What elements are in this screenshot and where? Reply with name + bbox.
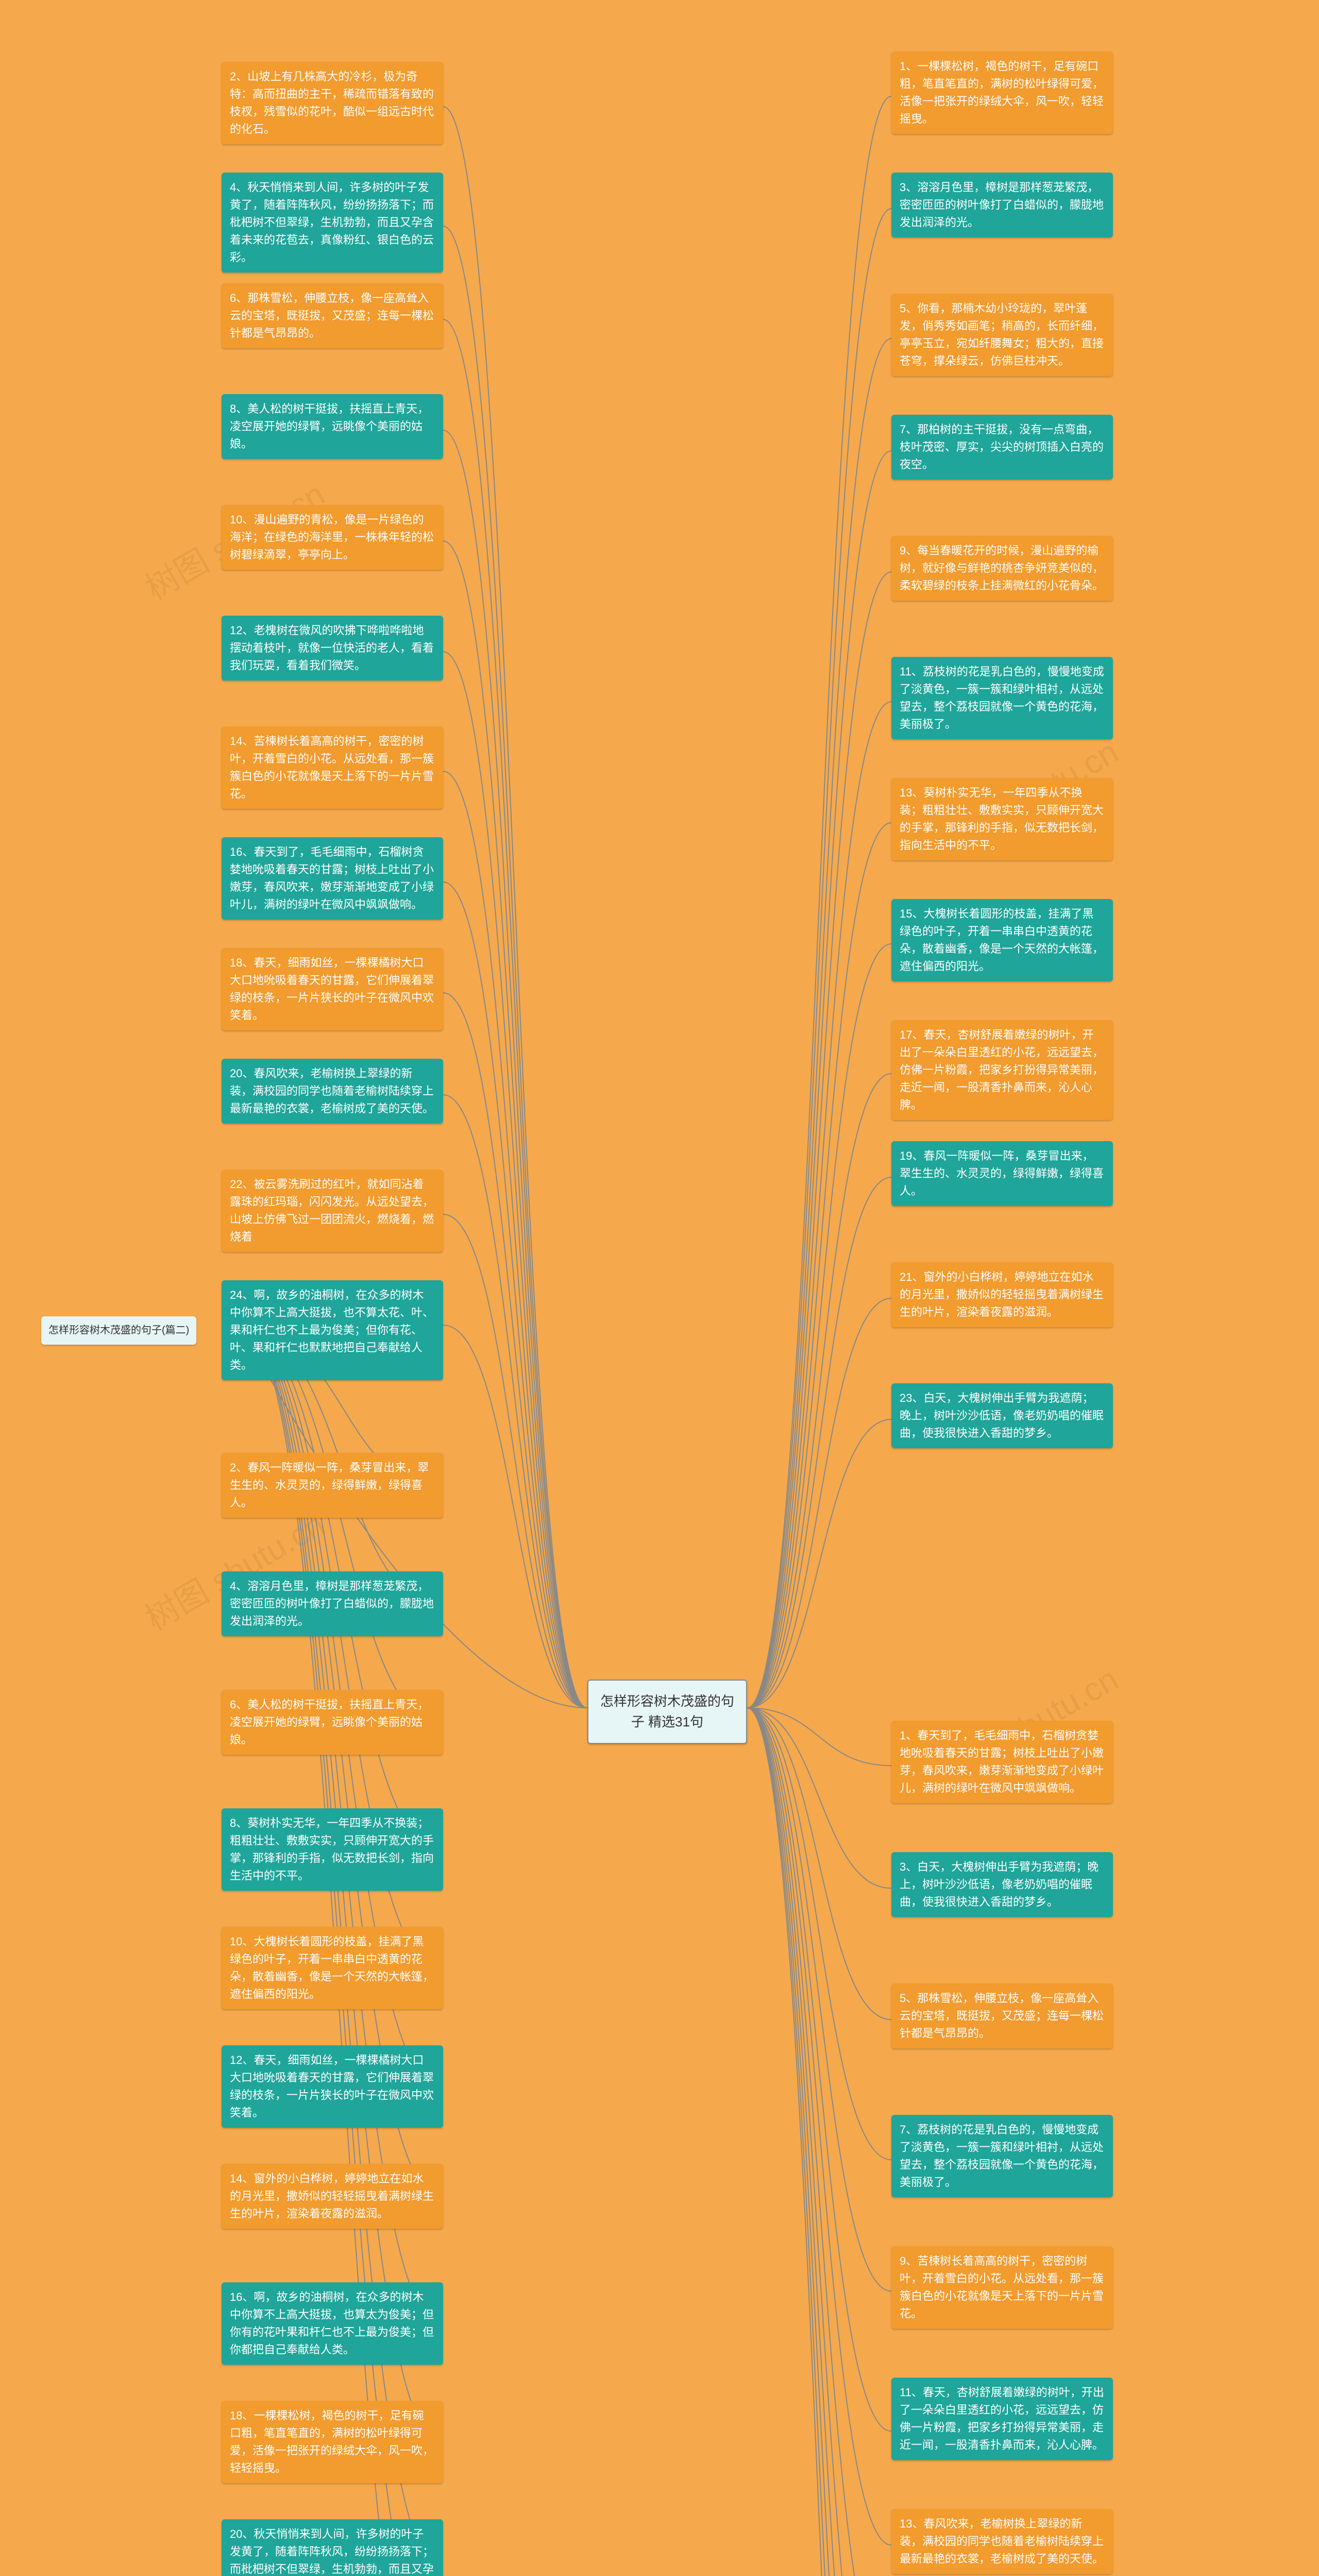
leaf-text: 14、窗外的小白桦树，婷婷地立在如水的月光里，撒娇似的轻轻摇曳着满树绿生生的叶片… xyxy=(230,2172,434,2220)
leaf-node: 14、苦楝树长着高高的树干，密密的树叶，开着雪白的小花。从远处看，那一簇簇白色的… xyxy=(222,726,443,809)
leaf-text: 16、春天到了，毛毛细雨中，石榴树贪婪地吮吸着春天的甘露；树枝上吐出了小嫩芽，春… xyxy=(230,845,434,911)
leaf-text: 19、春风一阵暖似一阵，桑芽冒出来，翠生生的、水灵灵的，绿得鲜嫩，绿得喜人。 xyxy=(900,1149,1104,1197)
leaf-node: 7、荔枝树的花是乳白色的，慢慢地变成了淡黄色，一簇一簇和绿叶相衬，从远处望去，整… xyxy=(891,2115,1113,2197)
leaf-node: 4、溶溶月色里，樟树是那样葱茏繁茂，密密匝匝的树叶像打了白蜡似的，朦胧地发出润泽… xyxy=(222,1571,443,1636)
leaf-node: 21、窗外的小白桦树，婷婷地立在如水的月光里，撒娇似的轻轻摇曳着满树绿生生的叶片… xyxy=(891,1262,1113,1327)
leaf-text: 6、美人松的树干挺拔，扶摇直上青天，凌空展开她的绿臂，远眺像个美丽的姑娘。 xyxy=(230,1698,429,1746)
leaf-node: 9、每当春暖花开的时候，漫山遍野的榆树，就好像与鲜艳的桃杏争妍竞美似的，柔软碧绿… xyxy=(891,536,1113,601)
leaf-text: 8、葵树朴实无华，一年四季从不换装；粗粗壮壮、敷敷实实，只顾伸开宽大的手掌，那锋… xyxy=(230,1817,434,1882)
leaf-node: 7、那柏树的主干挺拔，没有一点弯曲，枝叶茂密、厚实，尖尖的树顶插入白亮的夜空。 xyxy=(891,415,1113,480)
leaf-text: 4、溶溶月色里，樟树是那样葱茏繁茂，密密匝匝的树叶像打了白蜡似的，朦胧地发出润泽… xyxy=(230,1580,434,1628)
leaf-text: 18、春天，细雨如丝，一棵棵橘树大口大口地吮吸着春天的甘露，它们伸展着翠绿的枝条… xyxy=(230,956,434,1022)
root-label: 怎样形容树木茂盛的句子 精选31句 xyxy=(600,1693,734,1730)
leaf-text: 3、溶溶月色里，樟树是那样葱茏繁茂，密密匝匝的树叶像打了白蜡似的，朦胧地发出润泽… xyxy=(900,181,1104,229)
leaf-node: 10、大槐树长着圆形的枝盖，挂满了黑绿色的叶子，开着一串串白中透黄的花朵，散着幽… xyxy=(222,1927,443,2009)
leaf-text: 5、你看，那楠木幼小玲珑的，翠叶蓬发，俏秀秀如画笔；稍高的，长而纤细，亭亭玉立，… xyxy=(900,302,1104,367)
leaf-node: 12、老槐树在微风的吹拂下哗啦哗啦地摆动着枝叶，就像一位快活的老人，看着我们玩耍… xyxy=(222,616,443,681)
leaf-node: 3、溶溶月色里，樟树是那样葱茏繁茂，密密匝匝的树叶像打了白蜡似的，朦胧地发出润泽… xyxy=(891,173,1113,238)
leaf-node: 3、白天，大槐树伸出手臂为我遮荫；晚上，树叶沙沙低语，像老奶奶唱的催眠曲，使我很… xyxy=(891,1852,1113,1917)
leaf-text: 13、葵树朴实无华，一年四季从不换装；粗粗壮壮、敷敷实实，只顾伸开宽大的手掌，那… xyxy=(900,786,1104,852)
leaf-text: 2、山坡上有几株高大的冷杉，极为奇特：高而扭曲的主干，稀疏而错落有致的枝杈，残雪… xyxy=(230,70,434,135)
leaf-node: 19、春风一阵暖似一阵，桑芽冒出来，翠生生的、水灵灵的，绿得鲜嫩，绿得喜人。 xyxy=(891,1141,1113,1206)
leaf-node: 5、那株雪松，伸腰立枝，像一座高耸入云的宝塔，既挺拔，又茂盛；连每一棵松针都是气… xyxy=(891,1984,1113,2048)
leaf-node: 6、美人松的树干挺拔，扶摇直上青天，凌空展开她的绿臂，远眺像个美丽的姑娘。 xyxy=(222,1690,443,1755)
leaf-node: 23、白天，大槐树伸出手臂为我遮荫；晚上，树叶沙沙低语，像老奶奶唱的催眠曲，使我… xyxy=(891,1383,1113,1448)
leaf-node: 8、葵树朴实无华，一年四季从不换装；粗粗壮壮、敷敷实实，只顾伸开宽大的手掌，那锋… xyxy=(222,1808,443,1891)
leaf-node: 1、一棵棵松树，褐色的树干，足有碗口粗，笔直笔直的，满树的松叶绿得可爱，活像一把… xyxy=(891,52,1113,134)
leaf-node: 5、你看，那楠木幼小玲珑的，翠叶蓬发，俏秀秀如画笔；稍高的，长而纤细，亭亭玉立，… xyxy=(891,294,1113,376)
leaf-text: 9、苦楝树长着高高的树干，密密的树叶，开着雪白的小花。从远处看，那一簇簇白色的小… xyxy=(900,2255,1104,2320)
leaf-node: 13、葵树朴实无华，一年四季从不换装；粗粗壮壮、敷敷实实，只顾伸开宽大的手掌，那… xyxy=(891,778,1113,860)
leaf-node: 11、春天，杏树舒展着嫩绿的树叶，开出了一朵朵白里透红的小花，远远望去，仿佛一片… xyxy=(891,2378,1113,2460)
leaf-node: 8、美人松的树干挺拔，扶摇直上青天，凌空展开她的绿臂，远眺像个美丽的姑娘。 xyxy=(222,394,443,459)
root-node: 怎样形容树木茂盛的句子 精选31句 xyxy=(587,1680,747,1744)
leaf-node: 15、大槐树长着圆形的枝盖，挂满了黑绿色的叶子，开着一串串白中透黄的花朵，散着幽… xyxy=(891,899,1113,981)
leaf-text: 10、漫山遍野的青松，像是一片绿色的海洋；在绿色的海洋里，一株株年轻的松树碧绿滴… xyxy=(230,513,434,561)
leaf-text: 7、荔枝树的花是乳白色的，慢慢地变成了淡黄色，一簇一簇和绿叶相衬，从远处望去，整… xyxy=(900,2123,1104,2189)
leaf-text: 2、春风一阵暖似一阵，桑芽冒出来，翠生生的、水灵灵的，绿得鲜嫩，绿得喜人。 xyxy=(230,1461,429,1509)
leaf-text: 24、啊，故乡的油桐树，在众多的树木中你算不上高大挺拔，也不算太花、叶、果和杆仁… xyxy=(230,1289,434,1371)
leaf-text: 14、苦楝树长着高高的树干，密密的树叶，开着雪白的小花。从远处看，那一簇簇白色的… xyxy=(230,735,434,800)
leaf-node: 1、春天到了，毛毛细雨中，石榴树贪婪地吮吸着春天的甘露；树枝上吐出了小嫩芽，春风… xyxy=(891,1721,1113,1803)
leaf-text: 11、春天，杏树舒展着嫩绿的树叶，开出了一朵朵白里透红的小花，远远望去，仿佛一片… xyxy=(900,2386,1104,2451)
leaf-text: 8、美人松的树干挺拔，扶摇直上青天，凌空展开她的绿臂，远眺像个美丽的姑娘。 xyxy=(230,402,429,450)
leaf-node: 18、春天，细雨如丝，一棵棵橘树大口大口地吮吸着春天的甘露，它们伸展着翠绿的枝条… xyxy=(222,948,443,1030)
leaf-node: 13、春风吹来，老榆树换上翠绿的新装，满校园的同学也随着老榆树陆续穿上最新最艳的… xyxy=(891,2509,1113,2574)
leaf-text: 13、春风吹来，老榆树换上翠绿的新装，满校园的同学也随着老榆树陆续穿上最新最艳的… xyxy=(900,2517,1104,2565)
leaf-text: 23、白天，大槐树伸出手臂为我遮荫；晚上，树叶沙沙低语，像老奶奶唱的催眠曲，使我… xyxy=(900,1392,1104,1439)
leaf-node: 12、春天，细雨如丝，一棵棵橘树大口大口地吮吸着春天的甘露，它们伸展着翠绿的枝条… xyxy=(222,2045,443,2128)
leaf-node: 10、漫山遍野的青松，像是一片绿色的海洋；在绿色的海洋里，一株株年轻的松树碧绿滴… xyxy=(222,505,443,570)
subroot-label: 怎样形容树木茂盛的句子(篇二) xyxy=(48,1325,189,1336)
leaf-node: 20、春风吹来，老榆树换上翠绿的新装，满校园的同学也随着老榆树陆续穿上最新最艳的… xyxy=(222,1059,443,1124)
leaf-text: 12、春天，细雨如丝，一棵棵橘树大口大口地吮吸着春天的甘露，它们伸展着翠绿的枝条… xyxy=(230,2054,434,2119)
subroot-node: 怎样形容树木茂盛的句子(篇二) xyxy=(41,1316,196,1345)
leaf-node: 24、啊，故乡的油桐树，在众多的树木中你算不上高大挺拔，也不算太花、叶、果和杆仁… xyxy=(222,1280,443,1380)
leaf-text: 4、秋天悄悄来到人间，许多树的叶子发黄了，随着阵阵秋风，纷纷扬扬落下；而枇杷树不… xyxy=(230,181,434,264)
leaf-text: 1、春天到了，毛毛细雨中，石榴树贪婪地吮吸着春天的甘露；树枝上吐出了小嫩芽，春风… xyxy=(900,1729,1104,1794)
leaf-text: 15、大槐树长着圆形的枝盖，挂满了黑绿色的叶子，开着一串串白中透黄的花朵，散着幽… xyxy=(900,907,1104,973)
leaf-node: 16、春天到了，毛毛细雨中，石榴树贪婪地吮吸着春天的甘露；树枝上吐出了小嫩芽，春… xyxy=(222,837,443,920)
leaf-node: 4、秋天悄悄来到人间，许多树的叶子发黄了，随着阵阵秋风，纷纷扬扬落下；而枇杷树不… xyxy=(222,173,443,273)
leaf-text: 21、窗外的小白桦树，婷婷地立在如水的月光里，撒娇似的轻轻摇曳着满树绿生生的叶片… xyxy=(900,1270,1104,1318)
leaf-text: 12、老槐树在微风的吹拂下哗啦哗啦地摆动着枝叶，就像一位快活的老人，看着我们玩耍… xyxy=(230,624,434,672)
leaf-text: 1、一棵棵松树，褐色的树干，足有碗口粗，笔直笔直的，满树的松叶绿得可爱，活像一把… xyxy=(900,60,1104,125)
leaf-node: 6、那株雪松，伸腰立枝，像一座高耸入云的宝塔，既挺拔，又茂盛；连每一棵松针都是气… xyxy=(222,283,443,348)
leaf-text: 16、啊，故乡的油桐树，在众多的树木中你算不上高大挺拔，也算太为俊美；但你有的花… xyxy=(230,2291,434,2356)
leaf-text: 7、那柏树的主干挺拔，没有一点弯曲，枝叶茂密、厚实，尖尖的树顶插入白亮的夜空。 xyxy=(900,423,1104,471)
leaf-node: 11、荔枝树的花是乳白色的，慢慢地变成了淡黄色，一簇一簇和绿叶相衬，从远处望去，… xyxy=(891,657,1113,739)
leaf-node: 22、被云雾洗刷过的红叶，就如同沾着露珠的红玛瑙，闪闪发光。从远处望去，山坡上仿… xyxy=(222,1170,443,1252)
leaf-node: 2、春风一阵暖似一阵，桑芽冒出来，翠生生的、水灵灵的，绿得鲜嫩，绿得喜人。 xyxy=(222,1453,443,1518)
leaf-node: 14、窗外的小白桦树，婷婷地立在如水的月光里，撒娇似的轻轻摇曳着满树绿生生的叶片… xyxy=(222,2164,443,2229)
leaf-text: 20、秋天悄悄来到人间，许多树的叶子发黄了，随着阵阵秋风，纷纷扬扬落下；而枇杷树… xyxy=(230,2528,434,2576)
leaf-text: 11、荔枝树的花是乳白色的，慢慢地变成了淡黄色，一簇一簇和绿叶相衬，从远处望去，… xyxy=(900,665,1104,731)
leaf-text: 20、春风吹来，老榆树换上翠绿的新装，满校园的同学也随着老榆树陆续穿上最新最艳的… xyxy=(230,1067,434,1115)
leaf-text: 3、白天，大槐树伸出手臂为我遮荫；晚上，树叶沙沙低语，像老奶奶唱的催眠曲，使我很… xyxy=(900,1860,1098,1908)
leaf-text: 5、那株雪松，伸腰立枝，像一座高耸入云的宝塔，既挺拔，又茂盛；连每一棵松针都是气… xyxy=(900,1992,1104,2040)
leaf-node: 9、苦楝树长着高高的树干，密密的树叶，开着雪白的小花。从远处看，那一簇簇白色的小… xyxy=(891,2246,1113,2329)
leaf-node: 18、一棵棵松树，褐色的树干，足有碗口粗，笔直笔直的，满树的松叶绿得可爱，活像一… xyxy=(222,2401,443,2483)
leaf-text: 6、那株雪松，伸腰立枝，像一座高耸入云的宝塔，既挺拔，又茂盛；连每一棵松针都是气… xyxy=(230,292,434,340)
leaf-text: 17、春天，杏树舒展着嫩绿的树叶，开出了一朵朵白里透红的小花，远远望去，仿佛一片… xyxy=(900,1028,1104,1111)
leaf-node: 16、啊，故乡的油桐树，在众多的树木中你算不上高大挺拔，也算太为俊美；但你有的花… xyxy=(222,2282,443,2365)
leaf-text: 22、被云雾洗刷过的红叶，就如同沾着露珠的红玛瑙，闪闪发光。从远处望去，山坡上仿… xyxy=(230,1178,434,1243)
leaf-text: 18、一棵棵松树，褐色的树干，足有碗口粗，笔直笔直的，满树的松叶绿得可爱，活像一… xyxy=(230,2409,434,2475)
leaf-text: 9、每当春暖花开的时候，漫山遍野的榆树，就好像与鲜艳的桃杏争妍竞美似的，柔软碧绿… xyxy=(900,544,1104,592)
leaf-node: 2、山坡上有几株高大的冷杉，极为奇特：高而扭曲的主干，稀疏而错落有致的枝杈，残雪… xyxy=(222,62,443,144)
leaf-node: 20、秋天悄悄来到人间，许多树的叶子发黄了，随着阵阵秋风，纷纷扬扬落下；而枇杷树… xyxy=(222,2519,443,2576)
leaf-text: 10、大槐树长着圆形的枝盖，挂满了黑绿色的叶子，开着一串串白中透黄的花朵，散着幽… xyxy=(230,1935,434,2001)
connector-layer xyxy=(0,0,1319,2576)
leaf-node: 17、春天，杏树舒展着嫩绿的树叶，开出了一朵朵白里透红的小花，远远望去，仿佛一片… xyxy=(891,1020,1113,1120)
